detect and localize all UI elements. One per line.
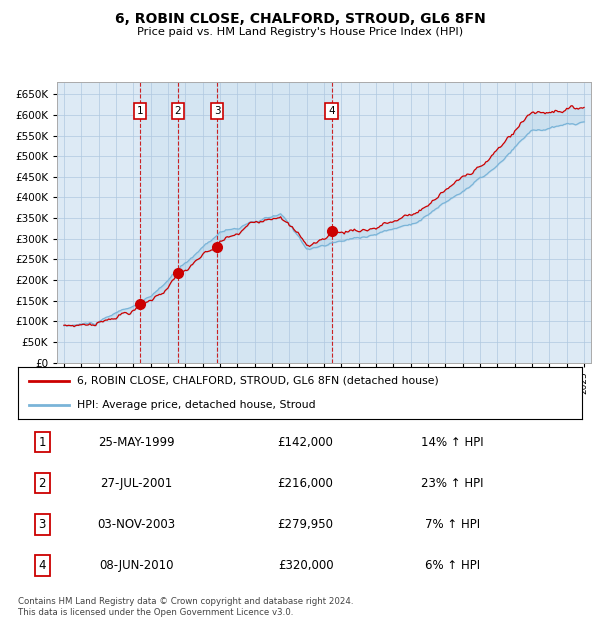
Text: 27-JUL-2001: 27-JUL-2001	[100, 477, 173, 490]
Text: 14% ↑ HPI: 14% ↑ HPI	[421, 436, 484, 449]
Text: 7% ↑ HPI: 7% ↑ HPI	[425, 518, 480, 531]
Text: 1: 1	[137, 106, 143, 116]
Text: Contains HM Land Registry data © Crown copyright and database right 2024.
This d: Contains HM Land Registry data © Crown c…	[18, 598, 353, 617]
Text: 6% ↑ HPI: 6% ↑ HPI	[425, 559, 480, 572]
Text: HPI: Average price, detached house, Stroud: HPI: Average price, detached house, Stro…	[77, 400, 316, 410]
Text: 08-JUN-2010: 08-JUN-2010	[99, 559, 173, 572]
Text: 6, ROBIN CLOSE, CHALFORD, STROUD, GL6 8FN (detached house): 6, ROBIN CLOSE, CHALFORD, STROUD, GL6 8F…	[77, 376, 439, 386]
Text: 2: 2	[175, 106, 181, 116]
Bar	[140, 82, 178, 363]
Text: 23% ↑ HPI: 23% ↑ HPI	[421, 477, 484, 490]
Text: £216,000: £216,000	[278, 477, 334, 490]
Text: 03-NOV-2003: 03-NOV-2003	[97, 518, 176, 531]
Text: £142,000: £142,000	[278, 436, 334, 449]
Bar	[178, 82, 217, 363]
Text: Price paid vs. HM Land Registry's House Price Index (HPI): Price paid vs. HM Land Registry's House …	[137, 27, 463, 37]
Text: 3: 3	[214, 106, 221, 116]
Text: 4: 4	[328, 106, 335, 116]
Text: 4: 4	[38, 559, 46, 572]
Text: £279,950: £279,950	[278, 518, 334, 531]
Text: 25-MAY-1999: 25-MAY-1999	[98, 436, 175, 449]
Text: £320,000: £320,000	[278, 559, 334, 572]
Text: 6, ROBIN CLOSE, CHALFORD, STROUD, GL6 8FN: 6, ROBIN CLOSE, CHALFORD, STROUD, GL6 8F…	[115, 12, 485, 27]
Text: 2: 2	[38, 477, 46, 490]
Text: 1: 1	[38, 436, 46, 449]
Bar	[217, 82, 332, 363]
Text: 3: 3	[38, 518, 46, 531]
